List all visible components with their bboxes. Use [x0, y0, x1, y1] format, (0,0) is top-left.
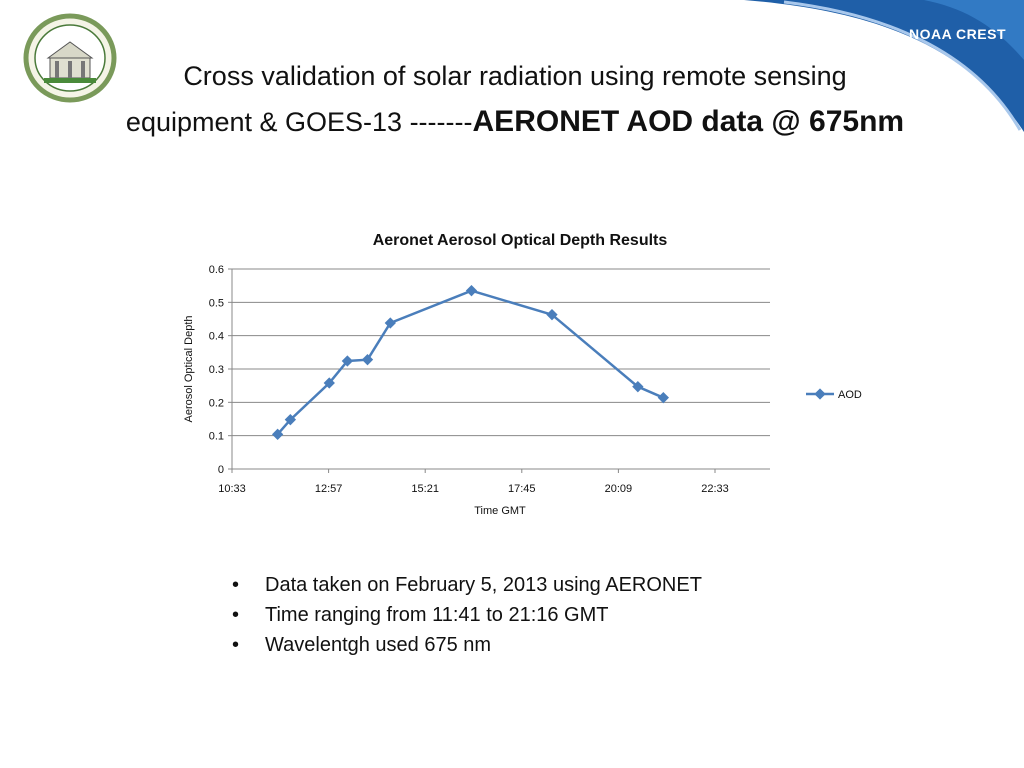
bullet-text: Data taken on February 5, 2013 using AER…	[265, 574, 702, 596]
x-tick-label: 17:45	[508, 483, 536, 495]
data-point	[341, 355, 354, 367]
title-line-1: Cross validation of solar radiation usin…	[183, 61, 847, 91]
data-point	[632, 381, 644, 393]
data-point	[361, 354, 374, 366]
legend-label-aod: AOD	[838, 389, 862, 401]
y-tick-label: 0	[218, 464, 224, 476]
data-point	[323, 377, 335, 389]
bullet-dot: •	[232, 574, 240, 596]
series-line-aod	[276, 289, 664, 436]
data-point	[284, 414, 297, 426]
chart-title: Aeronet Aerosol Optical Depth Results	[373, 232, 668, 249]
bullet-dot: •	[232, 604, 240, 626]
x-tick-label: 20:09	[605, 483, 633, 495]
chart-legend: AOD	[806, 388, 862, 401]
data-point	[657, 392, 669, 404]
y-tick-label: 0.5	[209, 297, 224, 309]
x-tick-label: 15:21	[411, 483, 439, 495]
legend-marker	[814, 388, 826, 400]
data-point	[465, 285, 478, 297]
y-tick-label: 0.4	[209, 331, 224, 343]
y-tick-label: 0.2	[209, 397, 224, 409]
y-tick-label: 0.3	[209, 364, 224, 376]
x-tick-label: 12:57	[315, 483, 343, 495]
bullet-text: Wavelentgh used 675 nm	[265, 634, 492, 656]
title-line-2: equipment & GOES-13 -------	[125, 107, 473, 137]
noaa-crest-logo-text: NOAA CREST	[908, 26, 1006, 42]
title-bold-part: AERONET AOD data @ 675nm	[472, 105, 905, 138]
bullet-item: • Data taken on February 5, 2013 using AE…	[232, 570, 702, 600]
x-tick-label: 10:33	[218, 483, 246, 495]
x-axis-label: Time GMT	[474, 505, 526, 517]
noaa-crest-banner	[744, 0, 1024, 132]
y-tick-label: 0.1	[209, 431, 224, 443]
bullet-text: Time ranging from 11:41 to 21:16 GMT	[265, 604, 609, 626]
banner-swoosh	[744, 0, 1024, 132]
bullet-dot: •	[232, 634, 240, 656]
slide-title: Cross validation of solar radiation usin…	[40, 54, 990, 145]
data-point	[384, 317, 396, 329]
y-axis-label: Aerosol Optical Depth	[183, 316, 195, 423]
bullet-item: • Time ranging from 11:41 to 21:16 GMT	[232, 600, 702, 630]
notes-list: • Data taken on February 5, 2013 using AE…	[232, 570, 702, 660]
y-tick-label: 0.6	[209, 264, 224, 276]
aod-line-chart: Aeronet Aerosol Optical Depth Results 0 0…	[183, 232, 862, 517]
bullet-item: • Wavelentgh used 675 nm	[232, 630, 702, 660]
data-point	[271, 428, 284, 440]
x-tick-label: 22:33	[701, 483, 729, 495]
crest-seal-logo	[23, 13, 117, 103]
